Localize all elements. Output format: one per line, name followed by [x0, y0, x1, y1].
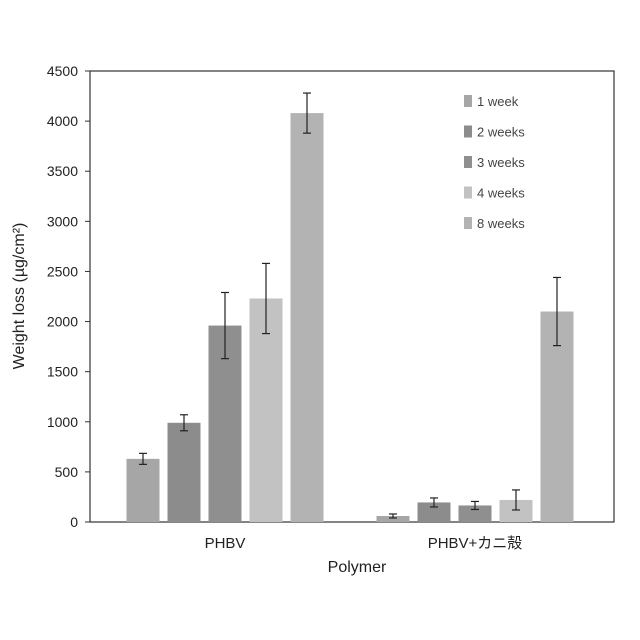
y-tick-label: 4000	[47, 113, 78, 129]
y-tick-label: 4500	[47, 63, 78, 79]
bar	[291, 113, 324, 522]
y-axis-title: Weight loss (µg/cm²)	[11, 223, 28, 370]
y-tick-label: 0	[70, 514, 78, 530]
y-tick-label: 2500	[47, 263, 78, 279]
y-tick-label: 1000	[47, 414, 78, 430]
legend-swatch	[464, 95, 472, 107]
x-category-label: PHBV+カニ殻	[428, 535, 523, 552]
legend-label: 8 weeks	[477, 216, 525, 231]
legend-swatch	[464, 126, 472, 138]
x-axis: PHBV PHBV+カニ殻	[205, 535, 523, 552]
x-category-label: PHBV	[205, 535, 246, 552]
x-axis-title: Polymer	[328, 559, 387, 576]
legend-swatch	[464, 187, 472, 199]
legend-label: 3 weeks	[477, 155, 525, 170]
y-tick-label: 2000	[47, 314, 78, 330]
legend-label: 1 week	[477, 94, 519, 109]
y-tick-label: 500	[55, 464, 79, 480]
y-axis: 0 500 1000 1500 2000 2500 3000 3500 4000 4500	[47, 63, 90, 530]
bar	[168, 423, 201, 522]
y-tick-label: 3000	[47, 213, 78, 229]
y-tick-label: 3500	[47, 163, 78, 179]
legend-swatch	[464, 156, 472, 168]
legend-swatch	[464, 217, 472, 229]
legend-label: 2 weeks	[477, 125, 525, 140]
legend: 1 week 2 weeks 3 weeks 4 weeks 8 weeks	[464, 94, 525, 231]
y-tick-label: 1500	[47, 364, 78, 380]
bar	[127, 459, 160, 522]
legend-label: 4 weeks	[477, 186, 525, 201]
